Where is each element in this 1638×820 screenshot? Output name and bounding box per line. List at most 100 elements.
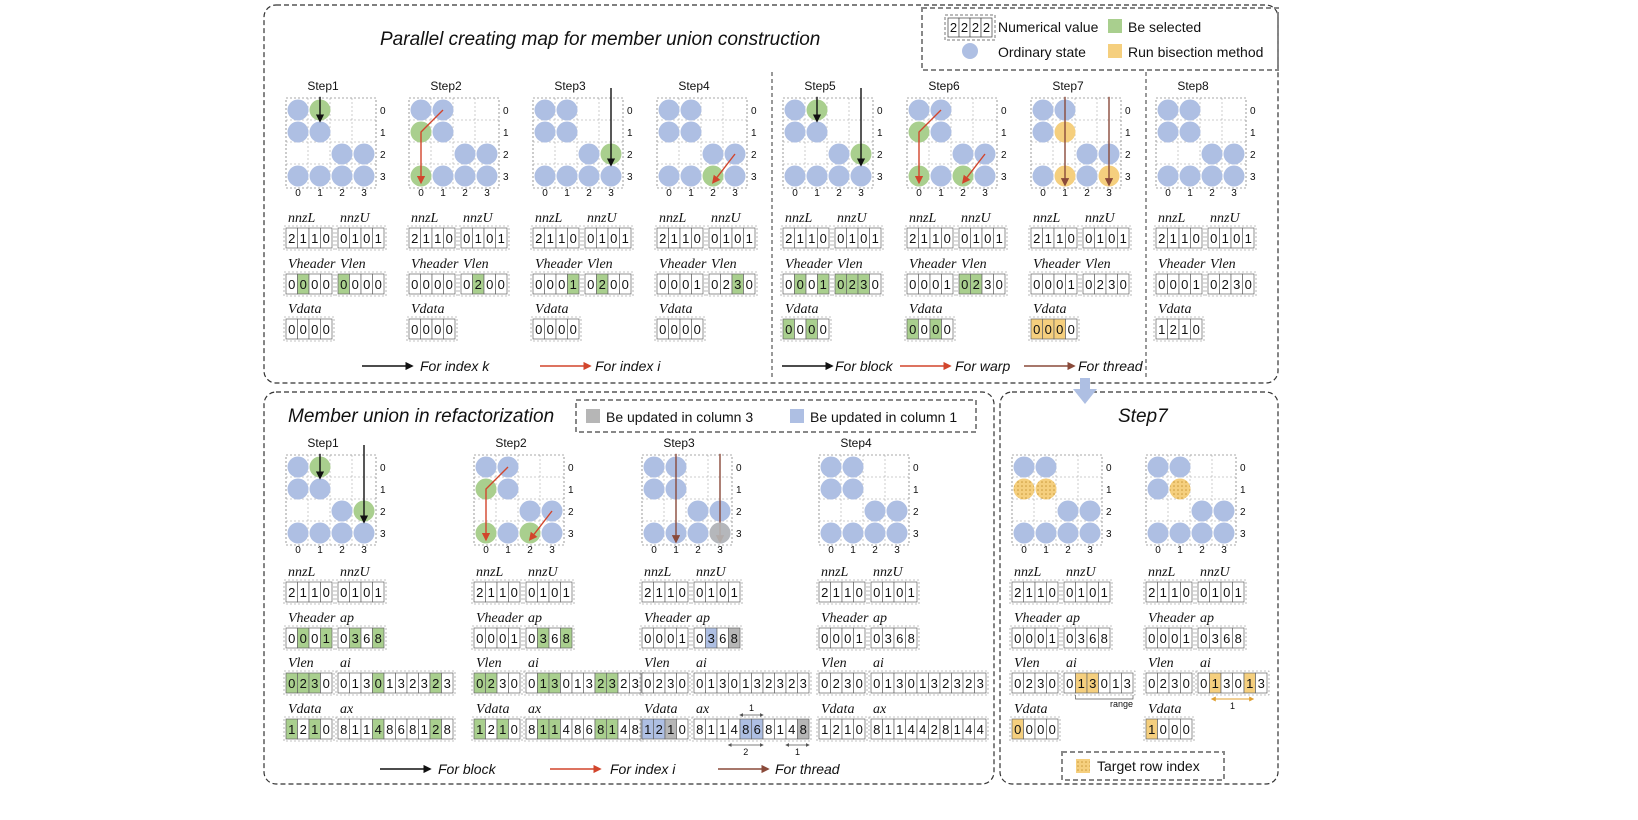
- array-cell: [941, 227, 954, 249]
- array-value: 0: [535, 322, 542, 337]
- array-value: 0: [808, 322, 815, 337]
- matrix-entry-circle: [519, 500, 541, 522]
- column-index: 1: [938, 188, 944, 199]
- matrix-entry-circle: [497, 478, 519, 500]
- array-value: 0: [1120, 277, 1127, 292]
- array-cell: [1190, 318, 1203, 340]
- array-value: 0: [1171, 631, 1178, 646]
- footer-label: For index i: [595, 358, 661, 374]
- column-index: 2: [339, 545, 345, 556]
- array-value: 0: [644, 631, 651, 646]
- array-frame: [283, 670, 335, 696]
- matrix-entry-circle: [353, 165, 375, 187]
- matrix-frame: [285, 97, 377, 189]
- array-name: nnzL: [1014, 565, 1041, 580]
- array-value: 1: [856, 631, 863, 646]
- array-value: 0: [1183, 585, 1190, 600]
- matrix-entry-circle: [454, 165, 476, 187]
- array-value: 0: [1037, 722, 1044, 737]
- legend-bottom: Be updated in column 3 Be updated in col…: [575, 399, 977, 433]
- matrix-entry-circle: [497, 522, 519, 544]
- array-value: 0: [570, 231, 577, 246]
- array-frame: [1009, 625, 1061, 651]
- array-name: ai: [528, 656, 539, 671]
- array-value: 8: [1101, 631, 1108, 646]
- footer-label: For block: [438, 761, 497, 777]
- row-index: 2: [1125, 150, 1131, 161]
- array-value: 0: [932, 322, 939, 337]
- span-note: 1: [749, 703, 754, 713]
- array-frame: [639, 625, 691, 651]
- array-value: 0: [1101, 676, 1108, 691]
- array-name: Vheader: [785, 257, 833, 272]
- array-value: 0: [323, 322, 330, 337]
- array-value: 1: [896, 722, 903, 737]
- array-value: 2: [475, 277, 482, 292]
- array-value: 1: [844, 585, 851, 600]
- column-index: 1: [688, 188, 694, 199]
- column-index: 2: [960, 188, 966, 199]
- array-frame: [1028, 316, 1080, 342]
- matrix-entry-circle: [1169, 522, 1191, 544]
- row-index: 0: [1001, 106, 1007, 117]
- row-index: 3: [877, 172, 883, 183]
- array-value: 0: [1210, 277, 1217, 292]
- step-label: Step8: [1177, 79, 1209, 93]
- array-value: 0: [932, 277, 939, 292]
- array-name: ap: [528, 611, 542, 626]
- array-value: 0: [644, 676, 651, 691]
- row-index: 2: [913, 507, 919, 518]
- array-value: 4: [965, 722, 972, 737]
- array-value: 3: [667, 676, 674, 691]
- array-frame: [283, 579, 335, 605]
- column-index: 1: [564, 188, 570, 199]
- array-frame: [780, 316, 832, 342]
- array-value: 1: [1170, 231, 1177, 246]
- array-value: 0: [446, 322, 453, 337]
- array-cell: [993, 227, 1006, 249]
- matrix-entry-circle: [331, 500, 353, 522]
- array-value: 1: [1049, 631, 1056, 646]
- column-index: 3: [717, 545, 723, 556]
- array-cell: [797, 718, 810, 740]
- array-value: 3: [800, 676, 807, 691]
- array-cell: [1232, 627, 1245, 649]
- array-value: 0: [1171, 722, 1178, 737]
- array-value: 0: [837, 231, 844, 246]
- array-frame: [471, 625, 523, 651]
- row-index: 1: [380, 128, 386, 139]
- array-cell: [853, 581, 866, 603]
- array-value: 2: [723, 277, 730, 292]
- array-name: nnzU: [711, 211, 741, 226]
- array-cell: [567, 227, 580, 249]
- matrix-entry-circle: [556, 99, 578, 121]
- array-value: 6: [586, 722, 593, 737]
- matrix-frame: [408, 97, 500, 189]
- array-value: 3: [777, 676, 784, 691]
- array-value: 8: [908, 631, 915, 646]
- array-cell: [1065, 318, 1078, 340]
- array-name: Vdata: [1014, 702, 1047, 717]
- row-index: 2: [1250, 150, 1256, 161]
- array-cell: [676, 581, 689, 603]
- array-value: 4: [908, 722, 915, 737]
- flow-arrow: [711, 153, 736, 184]
- array-frame: [283, 271, 335, 297]
- legend-numerical-label: Numerical value: [998, 19, 1099, 35]
- column-index: 0: [295, 545, 301, 556]
- array-value: 0: [563, 676, 570, 691]
- array-value: 1: [885, 676, 892, 691]
- array-value: 8: [1235, 631, 1242, 646]
- array-cell: [817, 227, 830, 249]
- matrix-entry-circle: [687, 500, 709, 522]
- array-cell: [1255, 672, 1268, 694]
- array-value: 0: [547, 277, 554, 292]
- array-frame: [1028, 271, 1080, 297]
- array-ai: ai0 1 3 0 1 3 2 3 2 3: [691, 656, 812, 696]
- array-frame: [691, 579, 743, 605]
